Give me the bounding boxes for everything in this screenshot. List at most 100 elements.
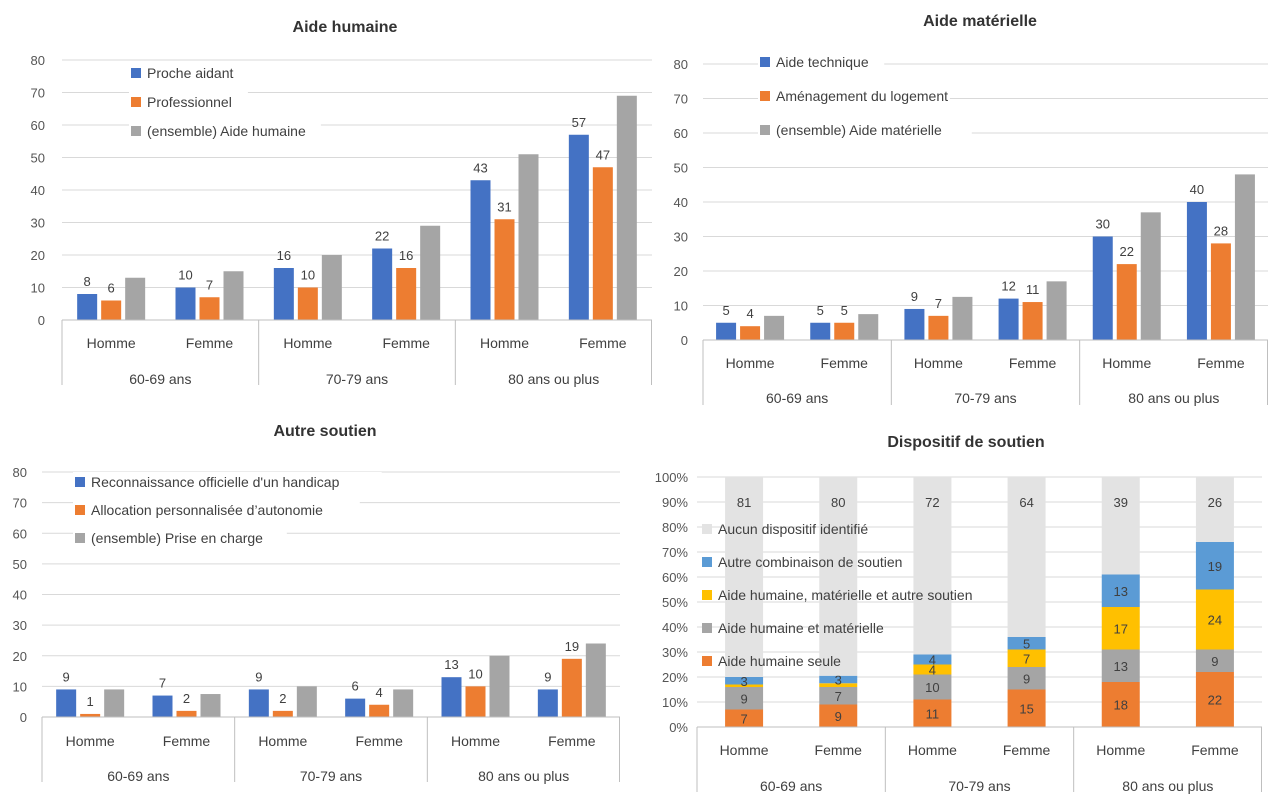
- bar: [716, 322, 737, 340]
- y-tick-label: 10: [31, 281, 45, 296]
- bar: [1046, 281, 1067, 340]
- data-label: 15: [1019, 701, 1033, 716]
- data-label: 80: [831, 495, 845, 510]
- x-group-label: 60-69 ans: [129, 371, 191, 387]
- x-category-label: Homme: [720, 742, 769, 758]
- data-label: 19: [565, 639, 579, 654]
- bar-segment: [1007, 649, 1046, 667]
- x-category-label: Femme: [1197, 355, 1245, 371]
- bar-segment: [1007, 637, 1046, 650]
- data-label: 5: [817, 303, 824, 318]
- x-category-label: Homme: [1096, 742, 1145, 758]
- bar-segment: [1101, 649, 1140, 682]
- bar: [561, 658, 582, 717]
- bar-segment: [1195, 477, 1234, 542]
- bar: [1116, 264, 1137, 340]
- y-tick-label: 100%: [655, 470, 689, 485]
- bar: [176, 710, 197, 717]
- y-tick-label: 60: [13, 526, 27, 541]
- y-tick-label: 40: [13, 588, 27, 603]
- y-tick-label: 10%: [662, 695, 688, 710]
- bar-segment: [725, 477, 764, 677]
- data-label: 7: [740, 711, 747, 726]
- chart-4: Dispositif de soutien 0% 10% 20% 30% 40% 50% 60…: [655, 434, 1262, 794]
- x-category-label: Homme: [726, 355, 775, 371]
- legend-swatch: [760, 91, 770, 101]
- legend-swatch: [75, 477, 85, 487]
- legend-label: Autre combinaison de soutien: [718, 554, 902, 570]
- data-label: 10: [468, 666, 482, 681]
- chart-title: Autre soutien: [273, 423, 376, 440]
- bar: [952, 296, 973, 340]
- x-group-label: 60-69 ans: [766, 390, 828, 406]
- y-tick-label: 40: [674, 195, 688, 210]
- x-group-label: 70-79 ans: [326, 371, 388, 387]
- data-label: 22: [1120, 244, 1134, 259]
- bar-segment: [913, 674, 952, 700]
- data-label: 9: [255, 669, 262, 684]
- x-group-label: 70-79 ans: [948, 778, 1010, 794]
- data-label: 3: [740, 674, 747, 689]
- bar-segment: [1101, 682, 1140, 727]
- legend-label: Aménagement du logement: [776, 88, 948, 104]
- bar: [441, 677, 462, 717]
- data-label: 30: [1096, 217, 1110, 232]
- bar: [420, 225, 441, 320]
- x-category-label: Homme: [258, 733, 307, 749]
- bar: [80, 713, 101, 717]
- legend-swatch: [760, 125, 770, 135]
- bar: [1234, 174, 1255, 340]
- data-label: 7: [835, 689, 842, 704]
- legend-swatch: [702, 524, 712, 534]
- x-category-label: Homme: [1102, 355, 1151, 371]
- bar: [77, 294, 98, 320]
- bar: [273, 268, 294, 320]
- y-tick-label: 80: [31, 53, 45, 68]
- data-label: 13: [444, 657, 458, 672]
- y-tick-label: 40: [31, 183, 45, 198]
- data-label: 7: [206, 277, 213, 292]
- x-category-label: Femme: [186, 335, 234, 351]
- y-tick-label: 30: [31, 216, 45, 231]
- bar: [928, 315, 949, 340]
- data-label: 4: [746, 306, 753, 321]
- y-tick-label: 30%: [662, 645, 688, 660]
- x-group-label: 80 ans ou plus: [1128, 390, 1219, 406]
- data-label: 9: [740, 691, 747, 706]
- legend-swatch: [75, 505, 85, 515]
- x-category-label: Homme: [87, 335, 136, 351]
- bar: [104, 689, 125, 717]
- data-label: 64: [1019, 495, 1033, 510]
- y-tick-label: 60: [674, 126, 688, 141]
- x-group-label: 60-69 ans: [760, 778, 822, 794]
- legend-label: Aide technique: [776, 54, 869, 70]
- data-label: 40: [1190, 182, 1204, 197]
- bar: [858, 314, 879, 340]
- y-tick-label: 10: [674, 299, 688, 314]
- legend-bg: [73, 528, 287, 548]
- data-label: 7: [1023, 651, 1030, 666]
- bar-segment: [1195, 649, 1234, 672]
- bar: [585, 643, 606, 717]
- bar-segment: [913, 699, 952, 727]
- data-label: 8: [84, 274, 91, 289]
- legend-label: Aucun dispositif identifié: [718, 521, 868, 537]
- data-label: 16: [277, 248, 291, 263]
- data-label: 22: [375, 229, 389, 244]
- bar: [200, 694, 221, 717]
- data-label: 9: [835, 709, 842, 724]
- legend-swatch: [702, 590, 712, 600]
- bar: [175, 287, 196, 320]
- data-label: 22: [1208, 693, 1222, 708]
- bar: [810, 322, 831, 340]
- legend-swatch: [131, 97, 141, 107]
- bar-segment: [1195, 542, 1234, 590]
- legend-label: Proche aidant: [147, 65, 234, 81]
- bar: [904, 308, 925, 340]
- bar: [101, 300, 122, 320]
- bar-segment: [1007, 689, 1046, 727]
- legend: Aide technique Aménagement du logement (en…: [758, 52, 972, 140]
- y-tick-label: 20: [13, 649, 27, 664]
- bar-segment: [725, 677, 764, 685]
- x-category-label: Homme: [908, 742, 957, 758]
